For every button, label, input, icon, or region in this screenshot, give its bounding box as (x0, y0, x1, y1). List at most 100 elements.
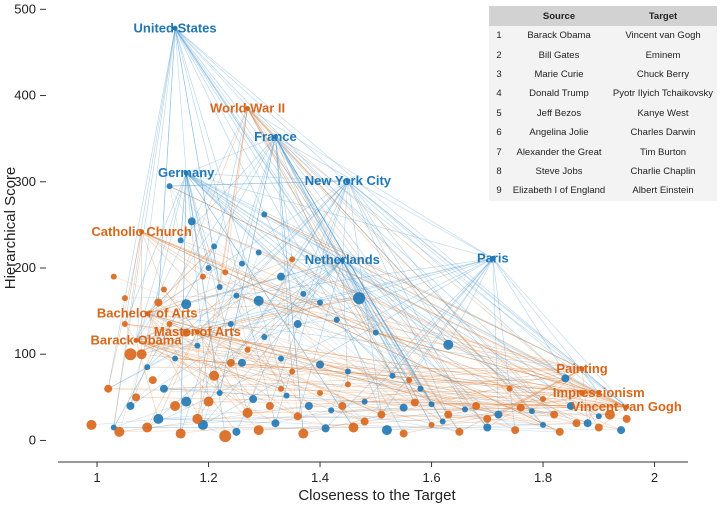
edge-line (448, 414, 544, 426)
hub-point (245, 105, 251, 111)
edge-line (197, 331, 248, 414)
edge-line (158, 414, 499, 420)
data-point (209, 370, 220, 381)
edge-line (191, 221, 627, 408)
edge-line (108, 388, 599, 394)
legend-table: Source Target 1 Barack Obama Vincent van G… (489, 6, 717, 201)
edge-line (247, 108, 488, 428)
edge-line (135, 340, 282, 389)
edge-line (135, 297, 360, 341)
edge-line (342, 260, 410, 381)
data-point (187, 217, 196, 226)
data-point (278, 385, 285, 392)
edge-line (169, 180, 348, 187)
data-point (300, 290, 307, 297)
data-point (516, 403, 525, 412)
data-point (277, 272, 286, 281)
edge-line (180, 136, 276, 434)
edge-line (275, 136, 393, 376)
edge-line (236, 258, 493, 296)
edge-line (186, 172, 348, 182)
data-point (227, 321, 234, 328)
y-tick-label: 100 (14, 346, 36, 361)
edge-line (275, 136, 477, 407)
data-point (348, 422, 359, 433)
data-point (381, 425, 392, 436)
edge-line (247, 108, 494, 259)
edge-line (185, 173, 220, 394)
edge-line (448, 344, 599, 394)
y-axis-title: Hierarchical Score (2, 167, 19, 290)
edge-line (186, 332, 627, 408)
edge-line (342, 259, 544, 400)
edge-line (186, 172, 599, 394)
edge-line (342, 259, 599, 394)
edge-line (136, 340, 532, 412)
data-point (333, 316, 340, 323)
edge-line (141, 231, 165, 290)
edge-line (219, 136, 276, 394)
edge-line (163, 289, 198, 332)
data-point (271, 419, 280, 428)
edge-line (219, 108, 248, 288)
hub-label: United States (134, 20, 217, 35)
data-point (566, 401, 575, 410)
data-point (579, 390, 586, 397)
edge-line (275, 136, 544, 426)
edge-line (180, 173, 187, 241)
edge-line (135, 340, 460, 433)
edge-line (197, 331, 382, 415)
edge-line (186, 172, 516, 431)
edge-line (581, 392, 627, 408)
x-axis-title: Closeness to the Target (298, 487, 456, 504)
edge-line (581, 368, 588, 424)
data-point (595, 413, 602, 420)
edge-line (141, 231, 443, 422)
data-point (153, 413, 164, 424)
edge-line (147, 276, 204, 314)
data-point (136, 349, 147, 360)
edge-line (191, 221, 226, 273)
row-source: Steve Jobs (535, 165, 583, 177)
x-tick-label: 1.8 (534, 470, 552, 485)
edge-line (197, 331, 466, 410)
edge-line (141, 231, 204, 277)
data-point (232, 427, 241, 436)
edge-line (275, 136, 494, 259)
edge-line (197, 295, 237, 333)
edge-line (581, 368, 627, 408)
edge-line (342, 180, 349, 261)
edge-line (230, 362, 488, 420)
data-point (377, 410, 386, 419)
data-point (253, 295, 264, 306)
edge-line (174, 28, 187, 174)
data-point (160, 286, 167, 293)
data-point (211, 243, 218, 250)
data-point (344, 368, 351, 375)
edge-line (180, 136, 276, 241)
edge-line (141, 258, 493, 355)
edge-line (191, 221, 415, 403)
edge-line (236, 295, 282, 389)
data-point (360, 417, 369, 426)
edge-line (174, 28, 566, 379)
data-point (321, 424, 330, 433)
edge-line (113, 136, 276, 428)
data-point (561, 374, 570, 383)
edge-line (320, 364, 599, 394)
data-point (428, 401, 435, 408)
edge-line (174, 28, 555, 415)
data-point (406, 377, 413, 384)
edge-line (325, 258, 494, 429)
data-point (316, 360, 325, 369)
data-point (144, 364, 151, 371)
edge-line (598, 392, 627, 408)
hub-label: Impressionism (553, 385, 645, 400)
data-point (461, 406, 468, 413)
edge-line (146, 313, 204, 426)
edge-line (185, 172, 354, 428)
point-layer (86, 25, 631, 443)
edge-line (219, 286, 365, 422)
edge-line (174, 28, 393, 376)
edge-line (236, 180, 349, 296)
